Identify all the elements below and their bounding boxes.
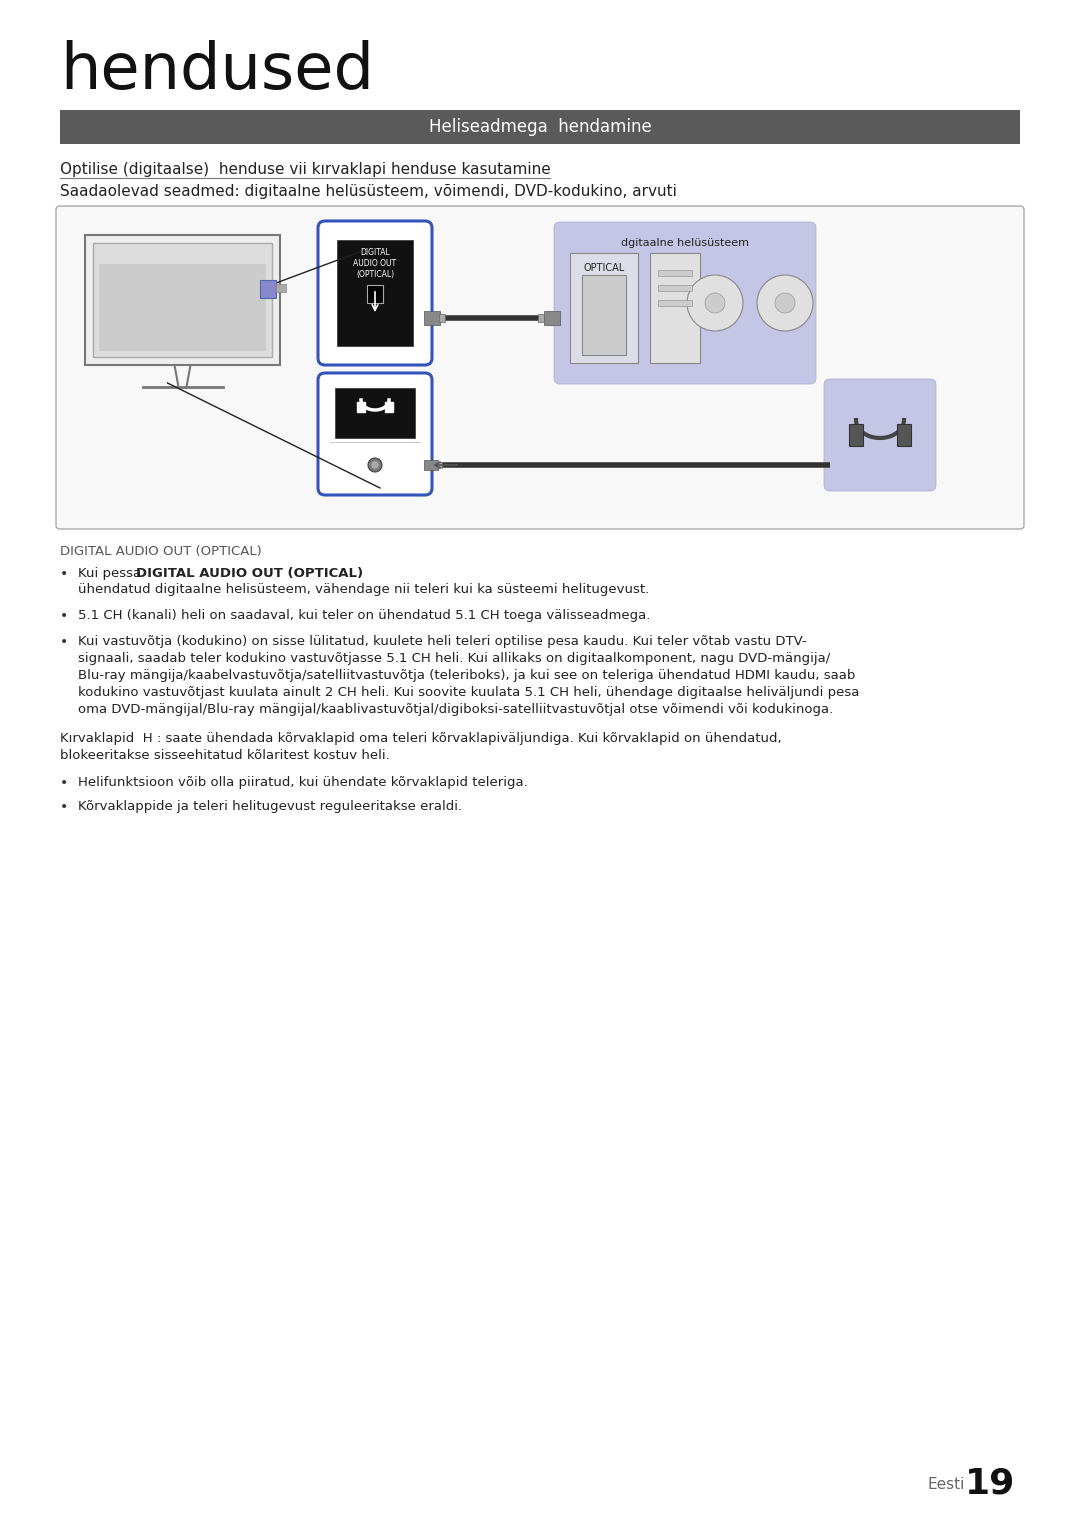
- Circle shape: [757, 275, 813, 331]
- Text: •: •: [60, 801, 68, 814]
- Circle shape: [368, 459, 382, 472]
- Text: DIGITAL AUDIO OUT (OPTICAL): DIGITAL AUDIO OUT (OPTICAL): [136, 567, 363, 580]
- FancyBboxPatch shape: [93, 243, 272, 357]
- Text: Eesti: Eesti: [928, 1476, 966, 1492]
- FancyBboxPatch shape: [554, 222, 816, 384]
- Bar: [260, 279, 276, 298]
- Text: •: •: [60, 635, 68, 649]
- Bar: [658, 270, 692, 276]
- Bar: [357, 403, 365, 412]
- Text: dgitaalne helüsüsteem: dgitaalne helüsüsteem: [621, 238, 750, 248]
- Bar: [658, 286, 692, 292]
- Bar: [897, 424, 912, 447]
- Text: Blu-ray mängija/kaabelvastuvõtja/satelliitvastuvõtja (teleriboks), ja kui see on: Blu-ray mängija/kaabelvastuvõtja/satelli…: [78, 668, 855, 682]
- Text: 5.1 CH (kanali) heli on saadaval, kui teler on ühendatud 5.1 CH toega välisseadm: 5.1 CH (kanali) heli on saadaval, kui te…: [78, 609, 650, 621]
- Bar: [276, 284, 286, 292]
- Text: DIGITAL
AUDIO OUT
(OPTICAL): DIGITAL AUDIO OUT (OPTICAL): [353, 248, 396, 279]
- FancyBboxPatch shape: [318, 220, 432, 365]
- Bar: [60, 109, 1020, 144]
- Bar: [337, 240, 413, 346]
- Bar: [424, 460, 438, 469]
- Bar: [424, 311, 440, 325]
- Text: •: •: [60, 609, 68, 623]
- Text: Kui vastuvõtja (kodukino) on sisse lülitatud, kuulete heli teleri optilise pesa : Kui vastuvõtja (kodukino) on sisse lülit…: [78, 635, 807, 649]
- Bar: [650, 254, 700, 363]
- Bar: [570, 254, 638, 363]
- Bar: [438, 314, 445, 322]
- Text: hendused: hendused: [60, 39, 374, 102]
- Text: Kui pessa: Kui pessa: [78, 567, 146, 580]
- Bar: [437, 462, 442, 468]
- Text: Saadaolevad seadmed: digitaalne helüsüsteem, võimendi, DVD-kodukino, arvuti: Saadaolevad seadmed: digitaalne helüsüst…: [60, 184, 677, 199]
- Bar: [538, 314, 544, 322]
- Text: blokeeritakse sisseehitatud kõlaritest kostuv heli.: blokeeritakse sisseehitatud kõlaritest k…: [60, 749, 390, 763]
- Text: 19: 19: [964, 1467, 1015, 1501]
- Text: ühendatud digitaalne helisüsteem, vähendage nii teleri kui ka süsteemi helitugev: ühendatud digitaalne helisüsteem, vähend…: [78, 583, 649, 595]
- FancyBboxPatch shape: [99, 264, 266, 351]
- Text: oma DVD-mängijal/Blu-ray mängijal/kaablivastuvõtjal/digiboksi-satelliitvastuvõtj: oma DVD-mängijal/Blu-ray mängijal/kaabli…: [78, 703, 834, 715]
- Bar: [658, 299, 692, 305]
- Text: Kõrvaklappide ja teleri helitugevust reguleeritakse eraldi.: Kõrvaklappide ja teleri helitugevust reg…: [78, 801, 462, 813]
- Circle shape: [775, 293, 795, 313]
- FancyBboxPatch shape: [56, 207, 1024, 529]
- Bar: [335, 387, 415, 437]
- Text: kodukino vastuvõtjast kuulata ainult 2 CH heli. Kui soovite kuulata 5.1 CH heli,: kodukino vastuvõtjast kuulata ainult 2 C…: [78, 687, 860, 699]
- FancyBboxPatch shape: [85, 235, 280, 365]
- Circle shape: [372, 460, 379, 469]
- Text: Optilise (digitaalse)  henduse vii kırvaklapi henduse kasutamine: Optilise (digitaalse) henduse vii kırvak…: [60, 163, 551, 178]
- FancyBboxPatch shape: [824, 380, 936, 491]
- Bar: [367, 286, 383, 302]
- Circle shape: [705, 293, 725, 313]
- Bar: [849, 424, 863, 447]
- FancyBboxPatch shape: [318, 374, 432, 495]
- Bar: [384, 403, 393, 412]
- Text: Heliseadmega  hendamine: Heliseadmega hendamine: [429, 118, 651, 137]
- Bar: [582, 275, 626, 355]
- Text: •: •: [60, 776, 68, 790]
- Text: OPTICAL: OPTICAL: [583, 263, 624, 273]
- Text: Kırvaklapid  H : saate ühendada kõrvaklapid oma teleri kõrvaklapiväljundiga. Kui: Kırvaklapid H : saate ühendada kõrvaklap…: [60, 732, 782, 744]
- Circle shape: [687, 275, 743, 331]
- Text: •: •: [60, 567, 68, 580]
- Text: Helifunktsioon võib olla piiratud, kui ühendate kõrvaklapid teleriga.: Helifunktsioon võib olla piiratud, kui ü…: [78, 776, 528, 788]
- Bar: [544, 311, 561, 325]
- Text: DIGITAL AUDIO OUT (OPTICAL): DIGITAL AUDIO OUT (OPTICAL): [60, 545, 261, 557]
- Text: signaali, saadab teler kodukino vastuvõtjasse 5.1 CH heli. Kui allikaks on digit: signaali, saadab teler kodukino vastuvõt…: [78, 652, 831, 665]
